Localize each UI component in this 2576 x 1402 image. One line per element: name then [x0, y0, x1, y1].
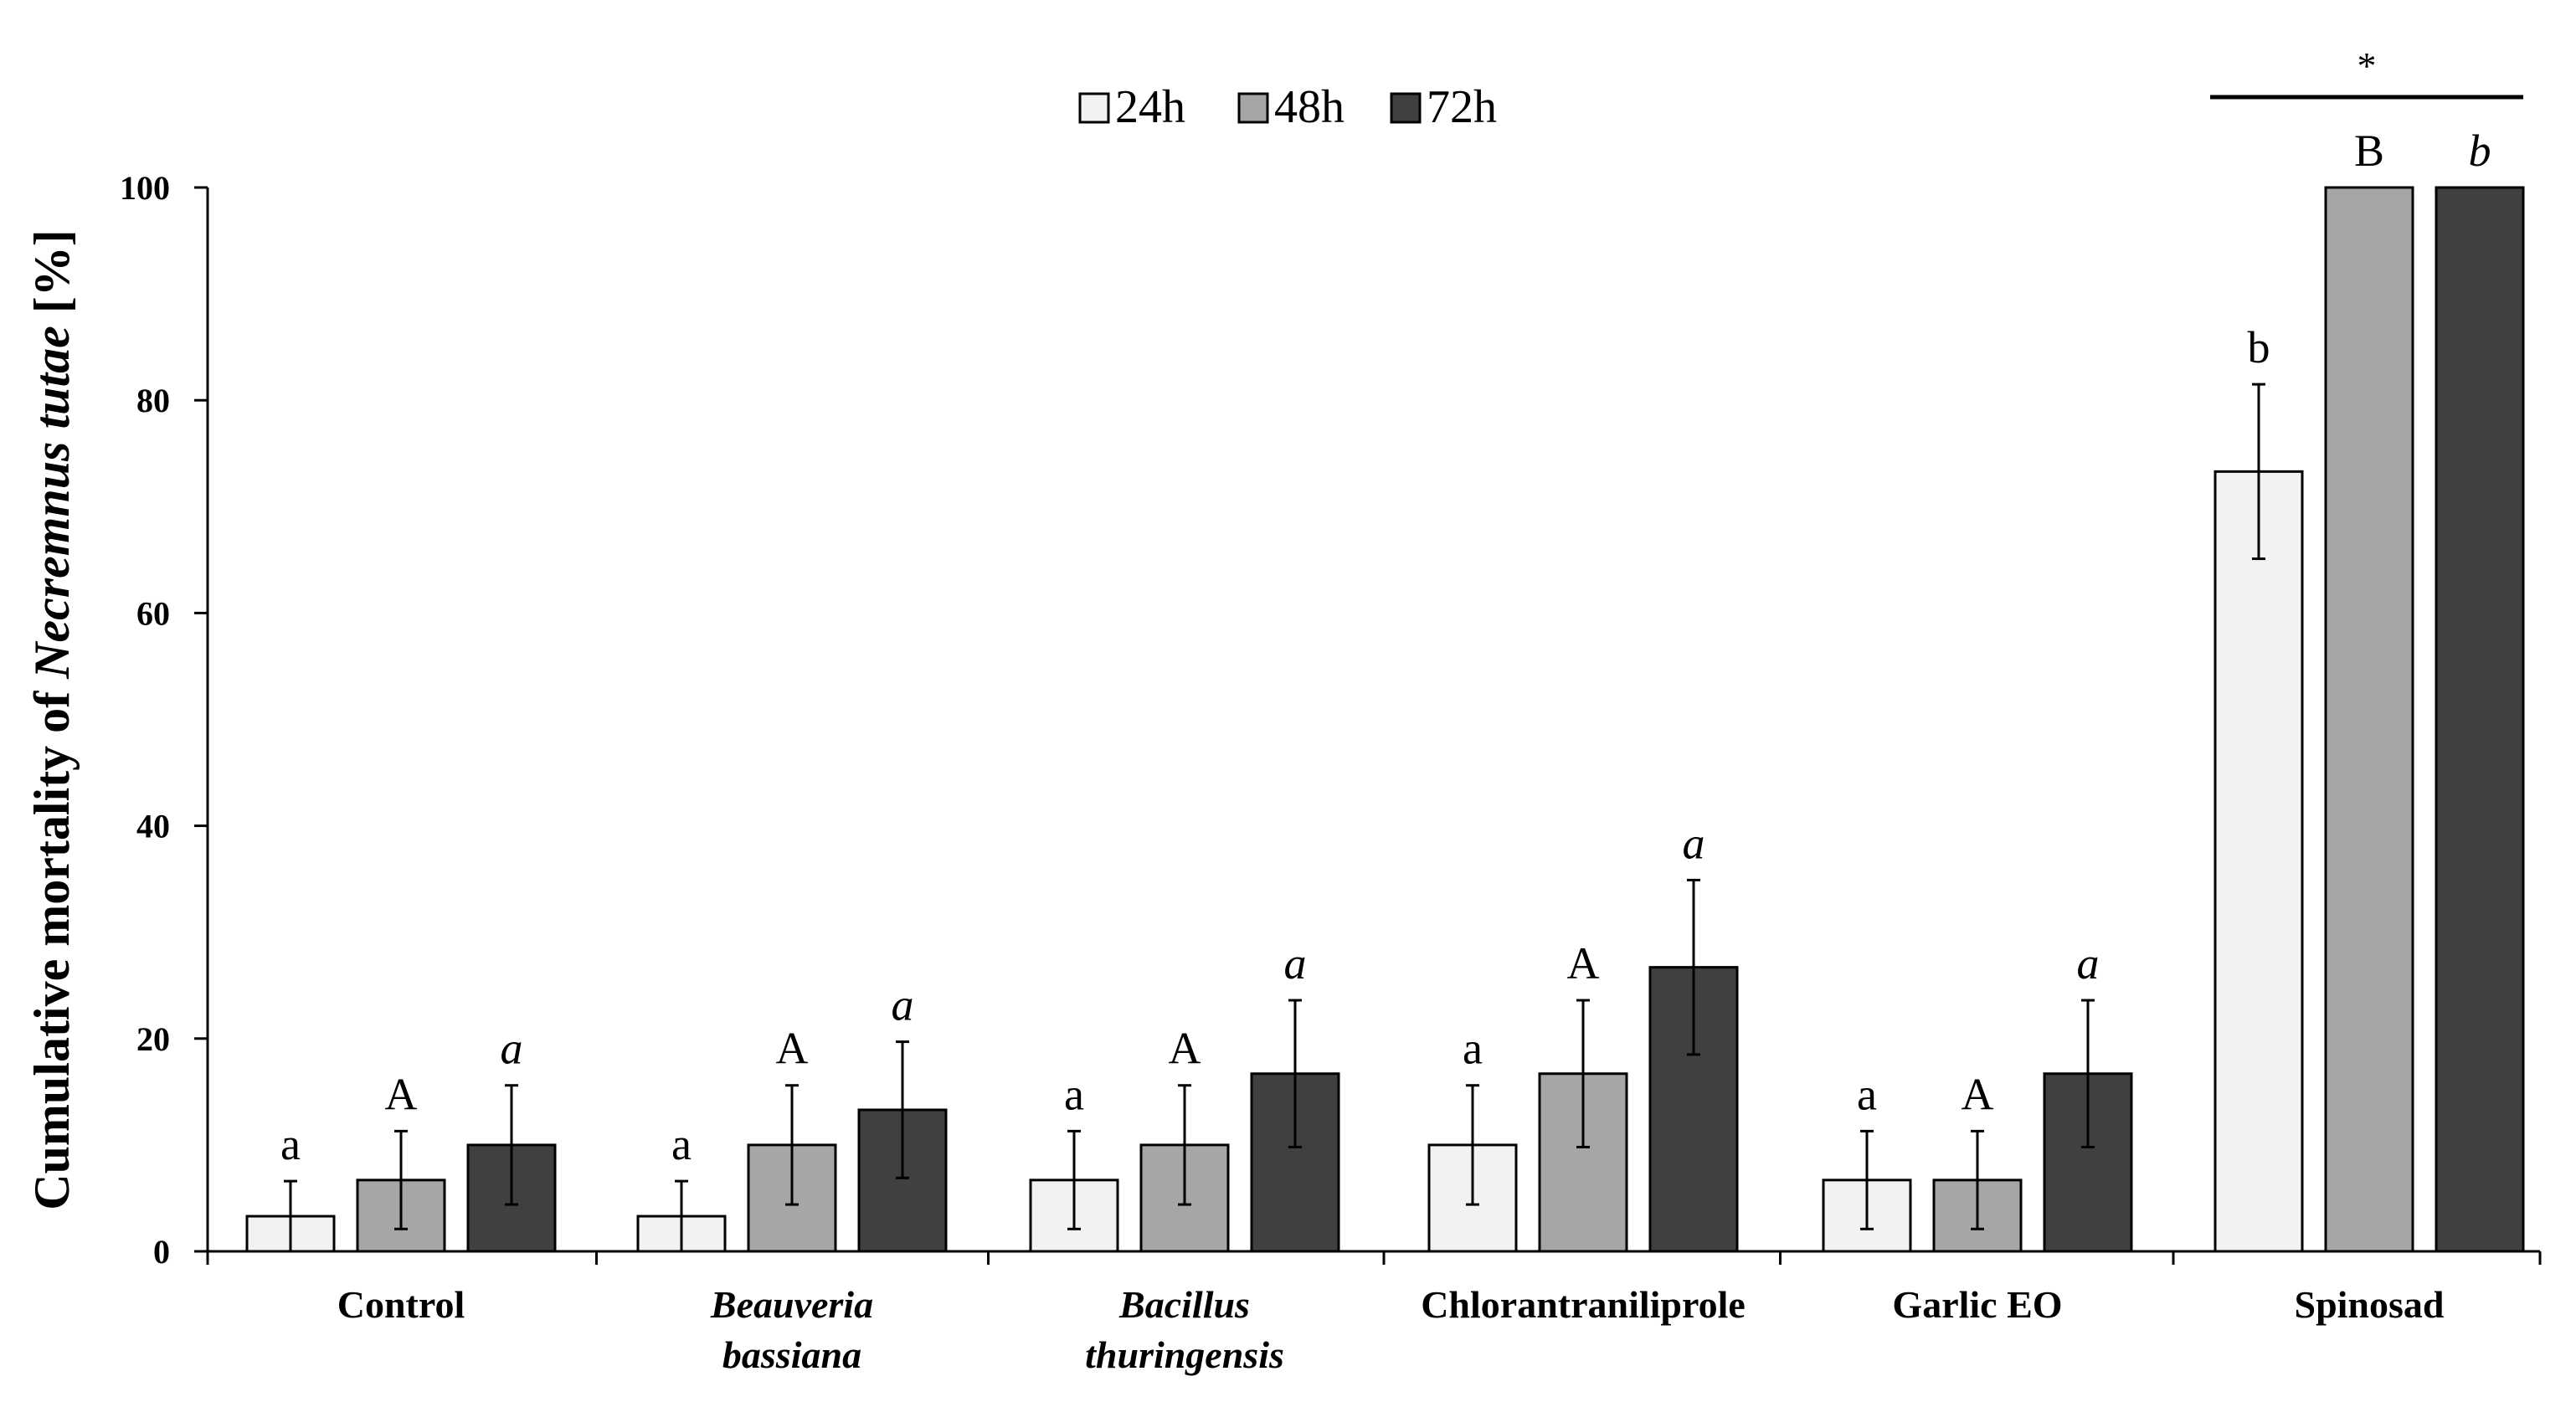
- category-label: thuringensis: [1085, 1333, 1284, 1376]
- y-tick-label: 20: [136, 1020, 170, 1058]
- y-tick-label: 80: [136, 382, 170, 419]
- bar-72h: [2435, 186, 2525, 1253]
- significance-letter: a: [1064, 1069, 1084, 1119]
- y-tick-label: 100: [120, 169, 170, 207]
- significance-letter: A: [385, 1069, 418, 1119]
- significance-asterisk: *: [2357, 44, 2377, 87]
- legend-label-72h: 72h: [1427, 81, 1497, 133]
- significance-letter: b: [2469, 126, 2491, 176]
- significance-letter: a: [280, 1119, 301, 1169]
- legend-label-24h: 24h: [1115, 81, 1185, 133]
- significance-letter: b: [2248, 322, 2270, 372]
- category-label: Control: [337, 1283, 465, 1326]
- category-label: Beauveria: [710, 1283, 873, 1326]
- category-label: Spinosad: [2294, 1283, 2444, 1326]
- bar-72h: [857, 1108, 948, 1253]
- significance-letter: a: [501, 1024, 523, 1074]
- significance-letter: A: [1169, 1024, 1201, 1074]
- significance-letter: B: [2354, 126, 2384, 176]
- legend-swatch-72h: [1390, 92, 1422, 124]
- significance-letter: A: [1962, 1069, 1994, 1119]
- category-label: Bacillus: [1118, 1283, 1250, 1326]
- significance-letter: a: [892, 980, 914, 1030]
- legend-swatch-48h: [1237, 92, 1269, 124]
- significance-letter: A: [776, 1024, 809, 1074]
- legend-label-48h: 48h: [1274, 81, 1345, 133]
- y-tick-label: 60: [136, 594, 170, 632]
- bar-48h: [2324, 186, 2414, 1253]
- significance-letter: a: [1683, 818, 1705, 868]
- legend-swatch-24h: [1078, 92, 1110, 124]
- category-label: Garlic EO: [1892, 1283, 2062, 1326]
- significance-letter: a: [2077, 938, 2100, 989]
- y-tick-label: 0: [153, 1233, 170, 1271]
- significance-letter: a: [671, 1119, 692, 1169]
- y-axis-title: Cumulative mortality of Necremnus tutae …: [24, 229, 80, 1210]
- significance-letter: a: [1463, 1024, 1483, 1074]
- category-label: bassiana: [722, 1333, 861, 1376]
- category-label: Chlorantraniliprole: [1421, 1283, 1746, 1326]
- significance-letter: a: [1857, 1069, 1877, 1119]
- bar-24h: [2214, 470, 2304, 1253]
- significance-letter: a: [1284, 938, 1307, 989]
- y-tick-label: 40: [136, 808, 170, 845]
- significance-letter: A: [1567, 938, 1600, 989]
